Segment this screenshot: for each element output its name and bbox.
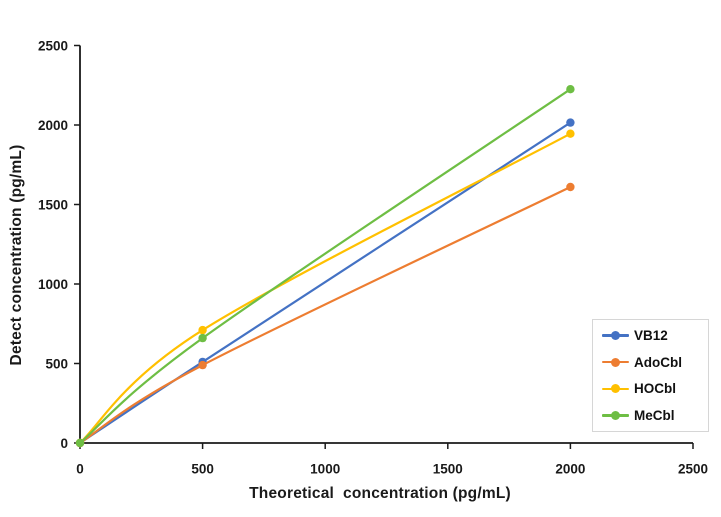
data-point-HOCbl-2000 — [566, 129, 575, 138]
y-tick-label: 1500 — [38, 197, 68, 212]
series-line-AdoCbl — [78, 185, 572, 445]
x-tick-label: 2000 — [555, 462, 585, 477]
legend-label: HOCbl — [634, 381, 676, 397]
legend-item-MeCbl: MeCbl — [602, 402, 708, 429]
data-point-MeCbl-0 — [75, 438, 85, 448]
data-point-MeCbl-500 — [198, 333, 207, 343]
data-point-MeCbl-2000 — [566, 85, 575, 94]
y-tick-label: 2500 — [38, 38, 68, 53]
legend-label: AdoCbl — [634, 354, 682, 370]
x-tick-label: 1000 — [310, 462, 340, 477]
legend-marker-icon — [602, 330, 629, 340]
y-tick-label: 1000 — [38, 277, 68, 292]
x-tick-label: 2500 — [678, 462, 708, 477]
y-tick-label: 2000 — [38, 118, 68, 133]
y-tick-label: 0 — [60, 436, 68, 451]
legend-item-VB12: VB12 — [602, 322, 708, 349]
x-tick-label: 500 — [191, 462, 214, 477]
legend-marker-icon — [602, 357, 629, 367]
y-tick-label: 500 — [45, 356, 68, 371]
legend-marker-icon — [602, 411, 629, 421]
data-point-HOCbl-500 — [198, 325, 207, 335]
series-line-VB12 — [78, 121, 572, 445]
data-point-AdoCbl-500 — [198, 360, 207, 370]
y-axis-title: Detect concentration (pg/mL) — [8, 144, 25, 366]
legend-label: VB12 — [634, 327, 668, 343]
legend-label: MeCbl — [634, 408, 675, 424]
legend-marker-icon — [602, 384, 629, 394]
x-tick-label: 0 — [76, 462, 84, 477]
x-tick-label: 1500 — [433, 462, 463, 477]
data-point-AdoCbl-2000 — [566, 182, 575, 192]
data-point-VB12-2000 — [566, 118, 575, 127]
series-line-MeCbl — [78, 88, 572, 445]
legend-item-HOCbl: HOCbl — [602, 376, 708, 403]
series-line-HOCbl — [78, 132, 572, 445]
legend-item-AdoCbl: AdoCbl — [602, 349, 708, 376]
legend: VB12 AdoCbl HOCbl MeCbl — [592, 319, 709, 432]
x-axis-title: Theoretical concentration (pg/mL) — [249, 485, 511, 502]
